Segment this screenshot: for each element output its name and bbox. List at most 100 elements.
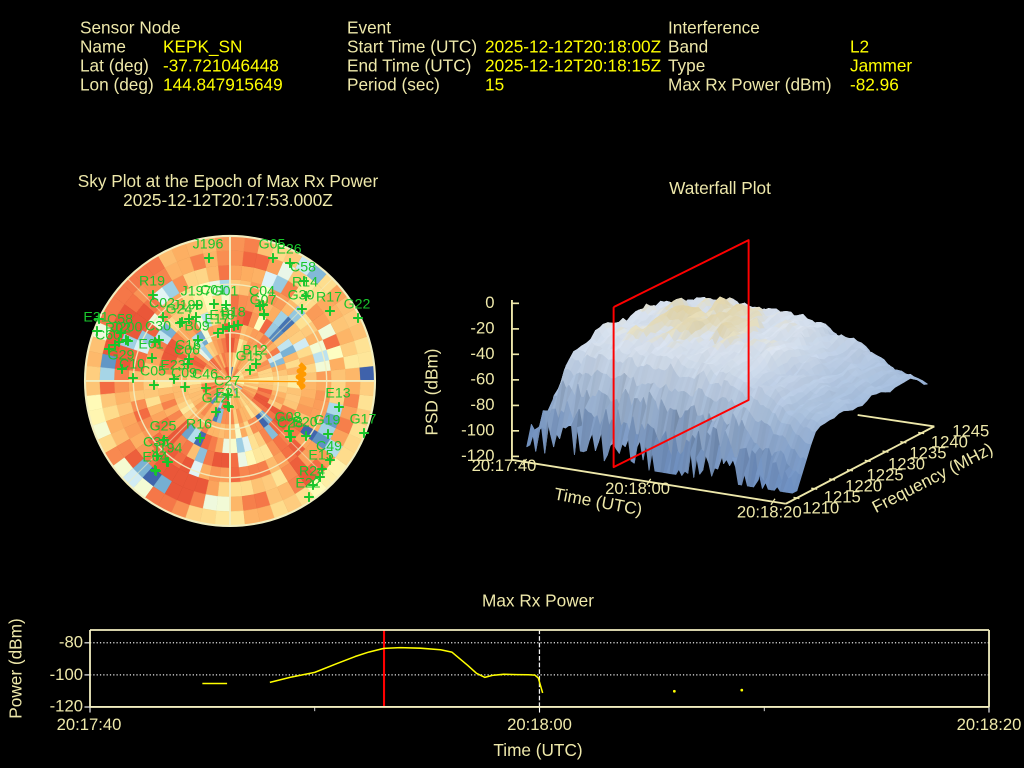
svg-text:G17: G17 xyxy=(350,412,377,428)
svg-text:Waterfall Plot: Waterfall Plot xyxy=(669,178,771,198)
svg-text:Jammer: Jammer xyxy=(850,56,912,76)
svg-text:-80: -80 xyxy=(59,633,83,652)
svg-text:B18: B18 xyxy=(220,305,245,321)
svg-text:G12: G12 xyxy=(202,391,229,407)
svg-text:E13: E13 xyxy=(325,386,350,402)
svg-text:G30: G30 xyxy=(288,288,315,304)
svg-text:C58: C58 xyxy=(290,260,316,276)
svg-text:G07: G07 xyxy=(250,293,277,309)
svg-text:R16: R16 xyxy=(186,417,212,433)
svg-text:G19: G19 xyxy=(314,413,341,429)
svg-text:G08: G08 xyxy=(275,410,302,426)
svg-text:G25: G25 xyxy=(150,419,177,435)
svg-text:0: 0 xyxy=(485,293,494,312)
svg-text:R24: R24 xyxy=(299,464,325,480)
svg-text:C02: C02 xyxy=(149,296,175,312)
svg-text:1215: 1215 xyxy=(824,488,861,507)
svg-text:Lat (deg): Lat (deg) xyxy=(80,56,149,76)
svg-text:B09: B09 xyxy=(184,319,209,335)
svg-text:C04: C04 xyxy=(249,284,275,300)
svg-text:Sensor Node: Sensor Node xyxy=(80,18,181,38)
svg-text:C46: C46 xyxy=(192,367,218,383)
svg-text:G15: G15 xyxy=(236,349,263,365)
svg-text:E01: E01 xyxy=(138,337,163,353)
svg-text:Sky Plot at the Epoch of Max R: Sky Plot at the Epoch of Max Rx Power xyxy=(78,171,379,191)
svg-text:20:18:20: 20:18:20 xyxy=(957,715,1022,734)
svg-text:Max Rx Power (dBm): Max Rx Power (dBm) xyxy=(668,75,832,95)
svg-text:20:17:40: 20:17:40 xyxy=(57,715,122,734)
svg-text:Event: Event xyxy=(347,18,391,38)
svg-text:B12: B12 xyxy=(242,343,267,359)
svg-text:Period (sec): Period (sec) xyxy=(347,75,440,95)
svg-text:C49: C49 xyxy=(316,439,342,455)
svg-text:R19: R19 xyxy=(139,274,165,290)
svg-text:E15: E15 xyxy=(308,448,333,464)
svg-text:Band: Band xyxy=(668,36,708,56)
svg-text:Time (UTC): Time (UTC) xyxy=(493,740,582,760)
svg-text:Power (dBm): Power (dBm) xyxy=(5,618,25,718)
svg-text:R02: R02 xyxy=(105,321,131,337)
svg-text:-100: -100 xyxy=(50,665,83,684)
svg-text:E21: E21 xyxy=(215,386,240,402)
svg-text:J199: J199 xyxy=(173,298,204,314)
svg-text:1240: 1240 xyxy=(931,433,968,452)
svg-text:E23: E23 xyxy=(160,358,185,374)
svg-text:KEPK_SN: KEPK_SN xyxy=(163,36,242,56)
svg-text:E26: E26 xyxy=(276,242,301,258)
svg-text:-20: -20 xyxy=(470,318,494,337)
svg-text:G05: G05 xyxy=(259,237,286,253)
svg-text:J200: J200 xyxy=(112,320,143,336)
svg-text:J194: J194 xyxy=(152,441,183,457)
svg-text:G22: G22 xyxy=(344,297,371,313)
svg-text:C35: C35 xyxy=(143,435,169,451)
svg-text:C27: C27 xyxy=(214,374,240,390)
svg-text:-60: -60 xyxy=(470,369,494,388)
svg-text:C60: C60 xyxy=(95,328,121,344)
svg-text:Start Time (UTC): Start Time (UTC) xyxy=(347,36,477,56)
svg-text:1235: 1235 xyxy=(909,444,946,463)
svg-text:PSD (dBm): PSD (dBm) xyxy=(421,348,441,435)
svg-text:-82.96: -82.96 xyxy=(850,75,899,95)
svg-text:G29: G29 xyxy=(108,348,135,364)
svg-text:-80: -80 xyxy=(470,395,494,414)
svg-text:R17: R17 xyxy=(316,290,342,306)
svg-text:Lon (deg): Lon (deg) xyxy=(80,75,154,95)
svg-text:L2: L2 xyxy=(850,36,869,56)
svg-text:C09: C09 xyxy=(171,366,197,382)
svg-text:1210: 1210 xyxy=(802,499,839,518)
svg-text:144.847915649: 144.847915649 xyxy=(163,75,283,95)
svg-text:1225: 1225 xyxy=(867,466,904,485)
svg-text:E17: E17 xyxy=(204,312,229,328)
svg-text:C58: C58 xyxy=(107,312,133,328)
svg-text:Type: Type xyxy=(668,56,705,76)
svg-text:C01: C01 xyxy=(200,283,226,299)
svg-text:1245: 1245 xyxy=(952,422,989,441)
svg-text:E20: E20 xyxy=(292,415,317,431)
svg-text:20:18:00: 20:18:00 xyxy=(507,715,572,734)
svg-text:G01: G01 xyxy=(212,284,239,300)
svg-text:C06: C06 xyxy=(174,343,200,359)
svg-text:J197: J197 xyxy=(181,284,212,300)
svg-text:-40: -40 xyxy=(470,344,494,363)
svg-text:1220: 1220 xyxy=(845,477,882,496)
svg-text:-120: -120 xyxy=(50,697,83,716)
svg-text:2025-12-12T20:17:53.000Z: 2025-12-12T20:17:53.000Z xyxy=(123,190,333,210)
svg-text:2025-12-12T20:18:00Z: 2025-12-12T20:18:00Z xyxy=(485,36,661,56)
svg-text:2025-12-12T20:18:15Z: 2025-12-12T20:18:15Z xyxy=(485,56,661,76)
svg-text:E18: E18 xyxy=(209,308,234,324)
svg-text:C10: C10 xyxy=(119,357,145,373)
svg-text:20:18:20: 20:18:20 xyxy=(737,503,802,522)
svg-text:E04: E04 xyxy=(142,450,167,466)
svg-text:E31: E31 xyxy=(83,310,108,326)
svg-text:G24: G24 xyxy=(166,302,193,318)
svg-text:Max Rx Power: Max Rx Power xyxy=(482,590,594,610)
svg-text:End Time (UTC): End Time (UTC) xyxy=(347,56,471,76)
svg-text:C05: C05 xyxy=(140,364,166,380)
svg-text:C16: C16 xyxy=(175,338,201,354)
svg-text:Name: Name xyxy=(80,36,126,56)
svg-text:-37.721046448: -37.721046448 xyxy=(163,56,279,76)
svg-text:1230: 1230 xyxy=(888,455,925,474)
svg-text:20:17:40: 20:17:40 xyxy=(472,456,537,475)
svg-text:20:18:00: 20:18:00 xyxy=(605,479,670,498)
svg-text:R14: R14 xyxy=(292,275,318,291)
